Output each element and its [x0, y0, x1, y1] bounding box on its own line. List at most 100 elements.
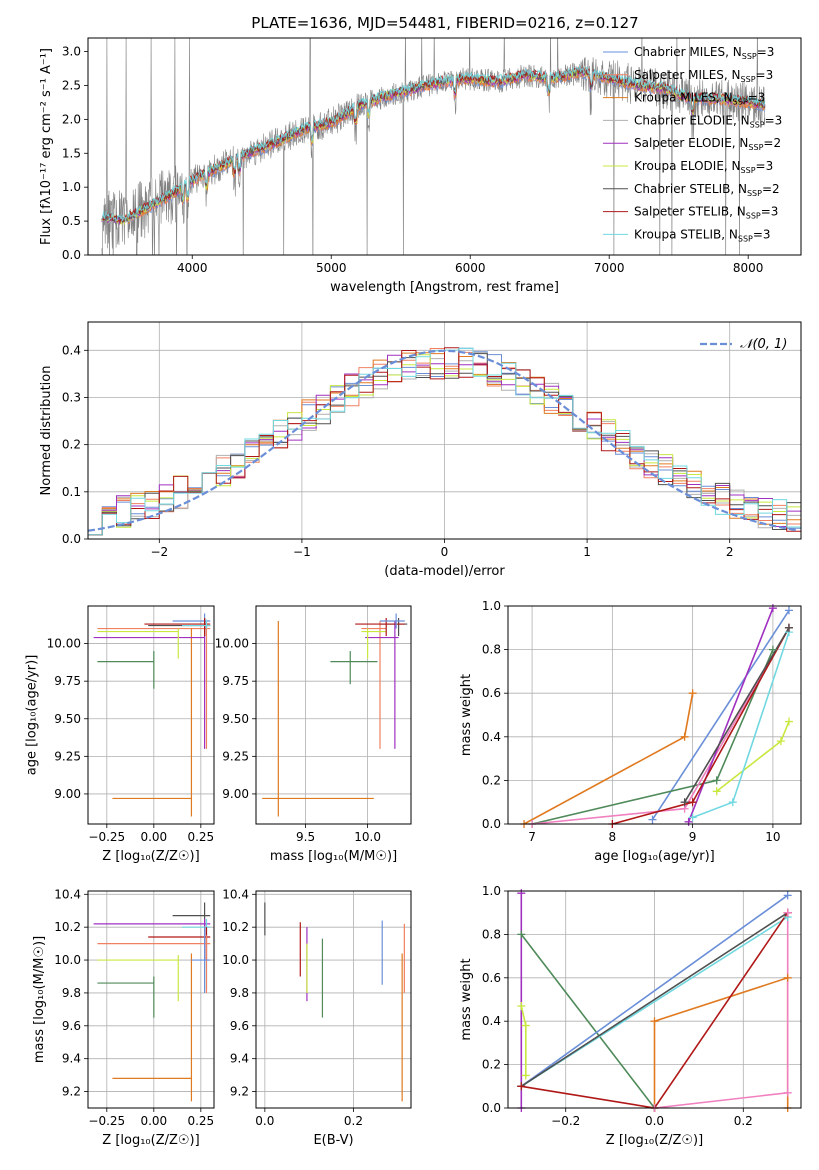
x-tick-label: 8 — [609, 830, 617, 844]
axes-frame — [507, 605, 802, 825]
weight-point-marker — [650, 1017, 659, 1026]
y-tick-label: 0.2 — [482, 1058, 501, 1072]
y-tick-label: 2.5 — [62, 78, 81, 92]
mass_vs_EBV-plot-area — [256, 891, 411, 1108]
y-tick-label: 9.8 — [62, 986, 81, 1000]
y-tick-label: 10.2 — [54, 920, 81, 934]
figure-title: PLATE=1636, MJD=54481, FIBERID=0216, z=0… — [251, 14, 638, 32]
y-tick-label: 0.2 — [62, 438, 81, 452]
y-tick-label: 9.75 — [54, 674, 81, 688]
y-tick-label: 1.0 — [482, 599, 501, 613]
age_vs_Z-plot-area — [88, 606, 214, 824]
weight-point-marker — [680, 798, 689, 807]
weight-series-line — [520, 912, 789, 1087]
y-tick-label: 0.0 — [482, 817, 501, 831]
weight-series-line — [612, 627, 790, 824]
x-tick-label: 0.25 — [187, 1114, 214, 1128]
legend-entry: Chabrier MILES, NSSP=3 — [634, 45, 774, 61]
weight-point-marker — [680, 732, 689, 741]
axes-frame — [507, 890, 802, 1109]
x-tick-label: 1 — [583, 545, 591, 559]
x-tick-label: 0.00 — [140, 1114, 167, 1128]
y-tick-label: 9.75 — [222, 674, 249, 688]
weight-point-marker — [783, 973, 792, 982]
weight-point-marker — [517, 1002, 526, 1011]
y-tick-label: 0.2 — [482, 773, 501, 787]
y-tick-label: 1.0 — [482, 884, 501, 898]
legend-entry: Kroupa ELODIE, NSSP=3 — [634, 159, 773, 175]
x-tick-label: 7000 — [594, 261, 625, 275]
y-tick-label: 0.4 — [62, 343, 81, 357]
weight-series-line — [532, 627, 790, 824]
legend-entry: Salpeter ELODIE, NSSP=2 — [634, 136, 781, 152]
x-tick-label: 5000 — [316, 261, 347, 275]
weight-series-line — [523, 693, 694, 824]
y-tick-label: 9.00 — [222, 787, 249, 801]
y-tick-label: 9.25 — [54, 749, 81, 763]
x-tick-label: −0.25 — [88, 830, 125, 844]
weight-point-marker — [768, 604, 777, 613]
x-tick-label: −0.2 — [551, 1114, 580, 1128]
y-axis-label: age [log₁₀(age/yr)] — [25, 655, 40, 776]
weight-series-line — [651, 609, 790, 821]
y-tick-label: 1.5 — [62, 146, 81, 160]
x-axis-label: E(B-V) — [313, 1133, 353, 1148]
x-axis-label: age [log₁₀(age/yr)] — [594, 849, 715, 864]
weight-point-marker — [648, 815, 657, 824]
y-tick-label: 0.8 — [482, 643, 501, 657]
weight-point-marker — [688, 798, 697, 807]
x-tick-label: 9 — [689, 830, 697, 844]
y-tick-label: 0.4 — [482, 1014, 501, 1028]
y-tick-label: 0.0 — [62, 248, 81, 262]
weight-point-marker — [783, 1088, 792, 1097]
y-tick-label: 10.00 — [47, 637, 81, 651]
axes-frame — [255, 605, 412, 825]
x-tick-label: 0.00 — [140, 830, 167, 844]
x-axis-label: (data-model)/error — [384, 564, 505, 579]
x-axis-label: mass [log₁₀(M/M☉)] — [270, 849, 397, 864]
weight-point-marker — [783, 908, 792, 917]
weight-point-marker — [684, 817, 693, 826]
x-tick-label: −0.25 — [88, 1114, 125, 1128]
y-tick-label: 0.6 — [482, 686, 501, 700]
weight-point-marker — [517, 1082, 526, 1091]
x-tick-label: 9.5 — [296, 830, 315, 844]
x-tick-label: 2 — [726, 545, 734, 559]
y-tick-label: 0.3 — [62, 390, 81, 404]
x-axis-label: Z [log₁₀(Z/Z☉)] — [606, 1133, 703, 1148]
panel-age_vs_Z: −0.25 0.00 0.25 9.00 9.25 9.50 9.75 10.00 Z [log… — [25, 605, 215, 864]
legend-entry: Kroupa STELIB, NSSP=3 — [634, 227, 771, 243]
x-tick-label: −2 — [150, 545, 168, 559]
y-axis-label: Flux [fλ10⁻¹⁷ erg cm⁻² s⁻¹ A⁻¹] — [39, 48, 54, 245]
y-tick-label: 9.2 — [62, 1085, 81, 1099]
y-tick-label: 9.2 — [230, 1085, 249, 1099]
y-tick-label: 9.6 — [230, 1019, 249, 1033]
y-tick-label: 9.4 — [230, 1052, 249, 1066]
y-tick-label: 0.1 — [62, 485, 81, 499]
weight-point-marker — [783, 891, 792, 900]
axes-frame — [87, 37, 802, 256]
weight-point-marker — [784, 717, 793, 726]
y-axis-label: mass weight — [459, 958, 474, 1040]
y-tick-label: 10.0 — [222, 953, 249, 967]
x-tick-label: 0.2 — [344, 1114, 363, 1128]
y-tick-label: 9.8 — [230, 986, 249, 1000]
gaussian-curve — [88, 349, 799, 532]
x-tick-label: 10.0 — [354, 830, 381, 844]
spectrum-plot-area — [101, 38, 766, 255]
y-tick-label: 9.50 — [54, 712, 81, 726]
panel-age_vs_mass: 9.5 10.0 9.00 9.25 9.50 9.75 10.00 mass [log₁₀(… — [215, 605, 412, 864]
weight-point-marker — [776, 737, 785, 746]
y-axis-label: Normed distribution — [39, 366, 54, 496]
y-tick-label: 10.4 — [222, 887, 249, 901]
x-axis-label: wavelength [Angstrom, rest frame] — [330, 280, 559, 295]
weight-point-marker — [688, 689, 697, 698]
x-tick-label: 0.0 — [255, 1114, 274, 1128]
y-tick-label: 9.00 — [54, 787, 81, 801]
weight-series-line — [653, 976, 789, 1108]
legend-entry: Kroupa MILES, NSSP=3 — [634, 91, 765, 107]
weight_vs_Z-plot-area — [508, 891, 801, 1108]
y-tick-label: 10.2 — [222, 920, 249, 934]
y-tick-label: 9.50 — [222, 712, 249, 726]
weight-point-marker — [688, 813, 697, 822]
